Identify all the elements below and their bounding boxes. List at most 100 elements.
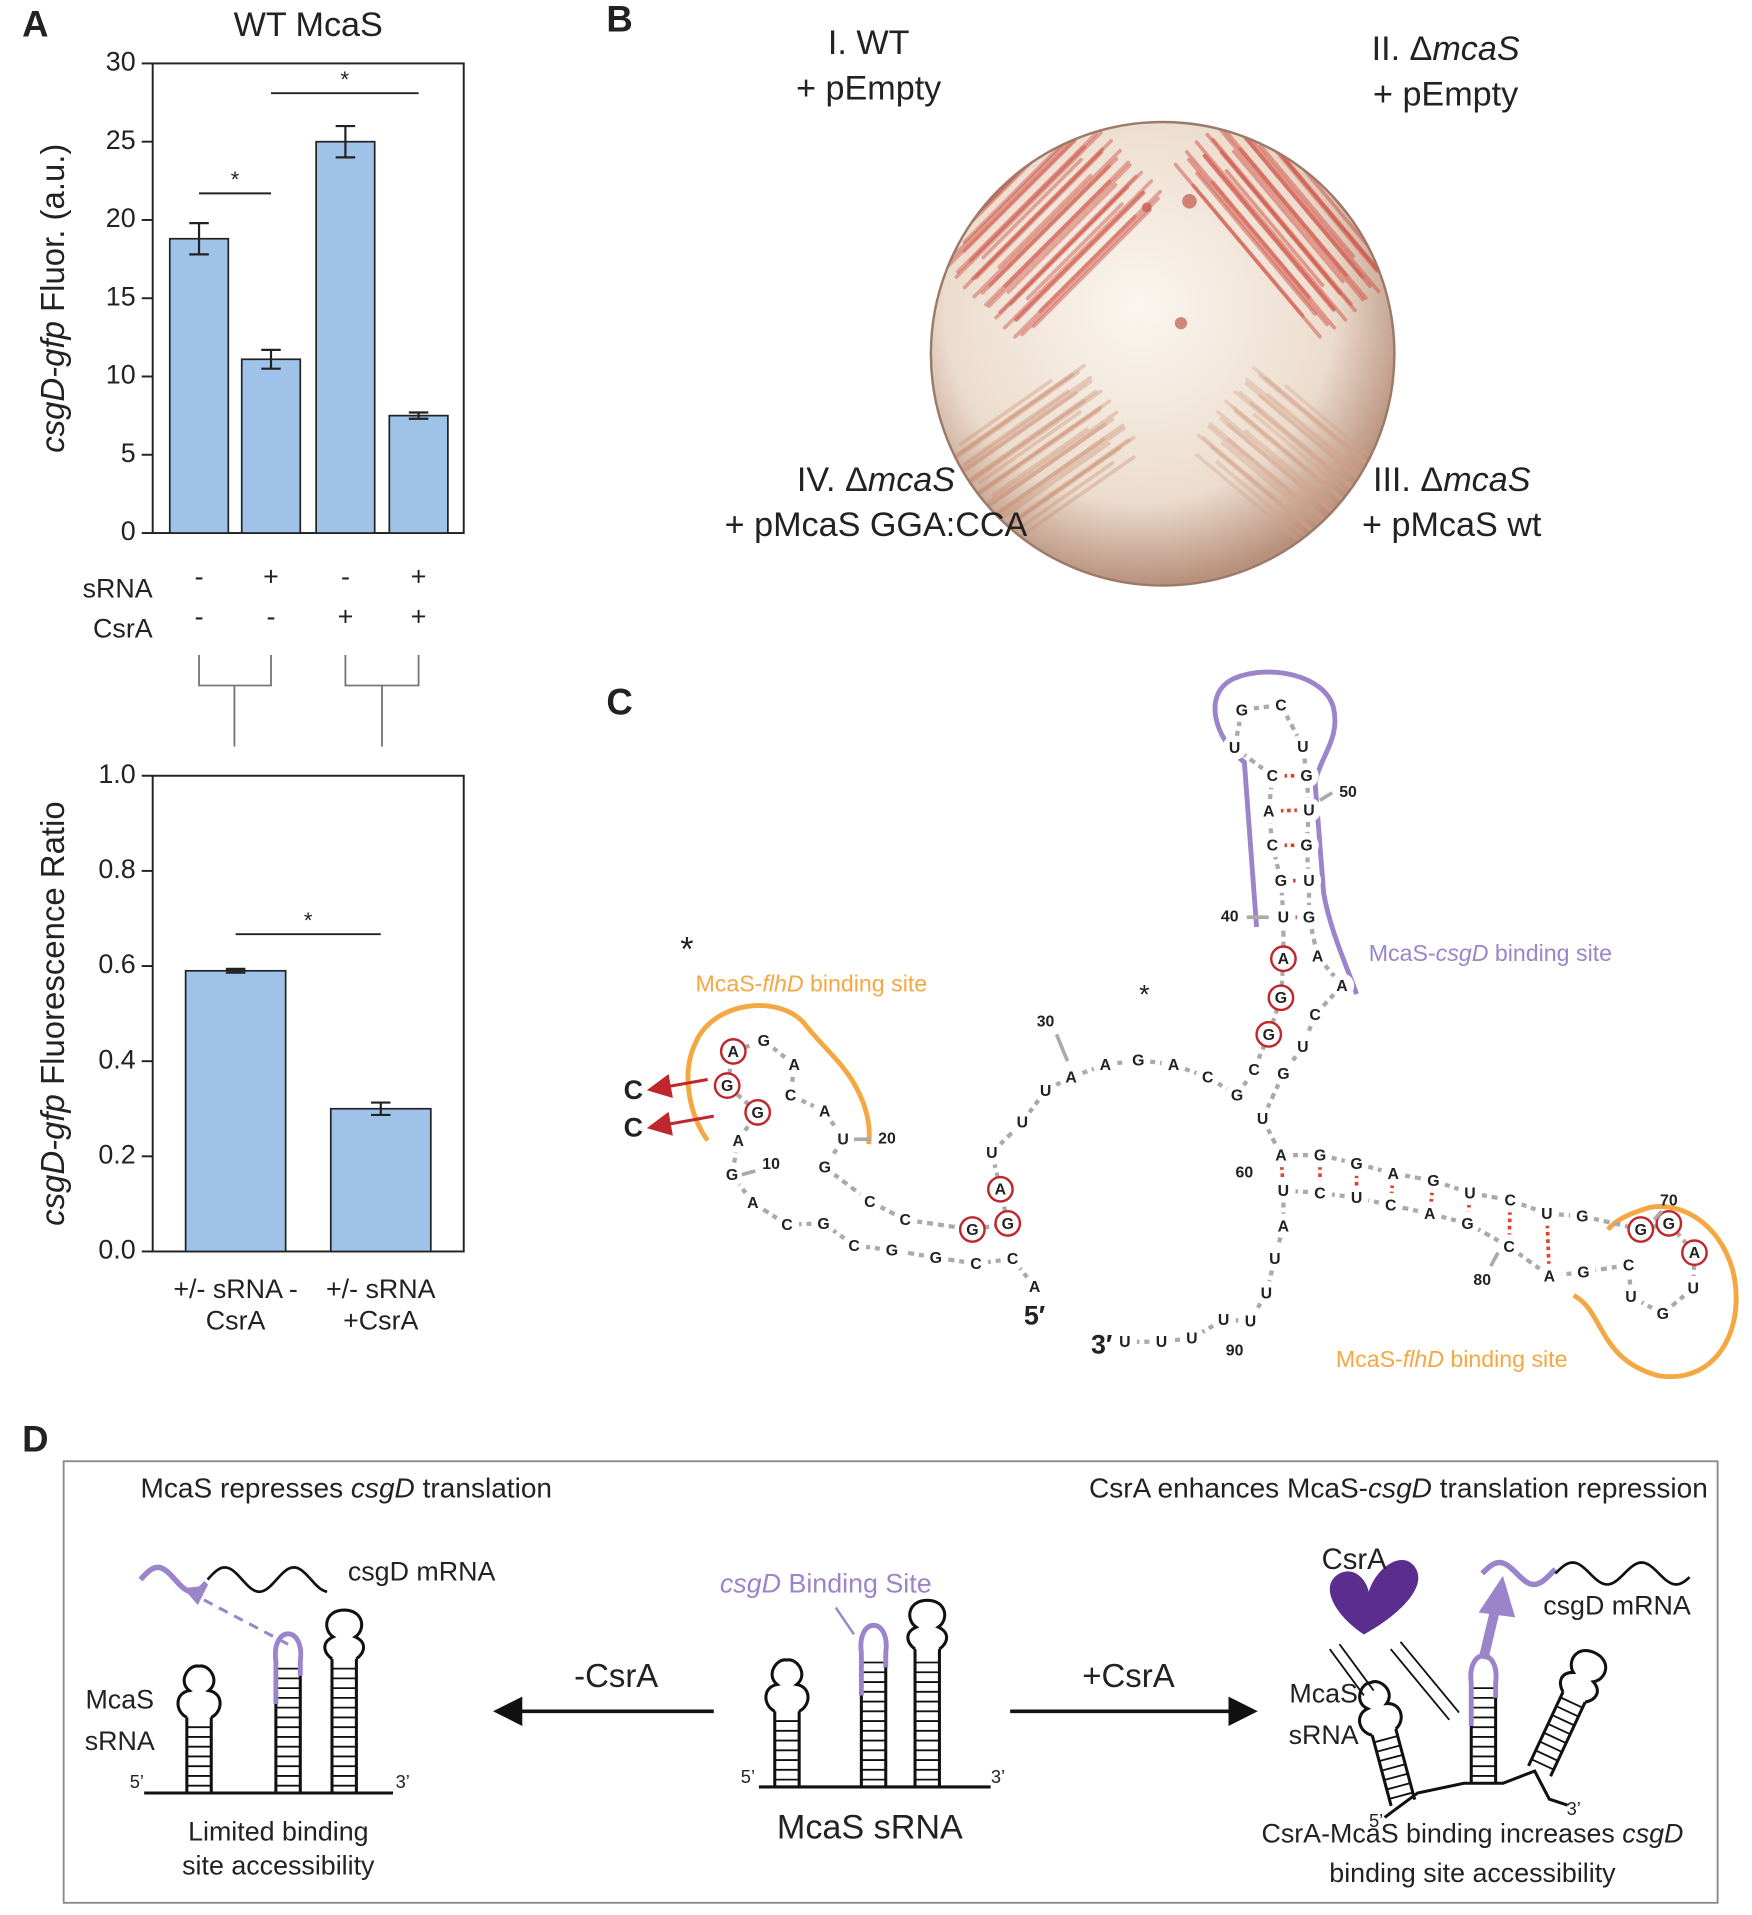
backbone: [1234, 720, 1242, 738]
mrna-wave: [1554, 1561, 1691, 1586]
site-outline: [1212, 669, 1359, 995]
text-part: CsrA enhances McaS-: [1089, 1473, 1368, 1504]
panel-label: B: [606, 0, 632, 40]
base-bg: [1618, 1284, 1644, 1309]
backbone: [1309, 927, 1318, 947]
streak: [1201, 436, 1336, 549]
backbone: [1305, 786, 1311, 800]
italic-part: mcaS: [1443, 461, 1530, 499]
position-label: 90: [1226, 1343, 1244, 1360]
base-bg: [879, 1238, 905, 1263]
binding-site-label: McaS-flhD binding site: [695, 971, 927, 997]
nucleotide: U: [1688, 1280, 1699, 1297]
backbone: [1241, 1077, 1250, 1088]
streak: [988, 164, 1111, 288]
italic-part: flhD: [1403, 1346, 1444, 1372]
caption: binding site accessibility: [1329, 1858, 1616, 1888]
nucleotide: C: [900, 1212, 912, 1229]
nucleotide: U: [1218, 1312, 1229, 1329]
italic-part: mcaS: [1432, 30, 1519, 68]
y-tick-label: 0.4: [98, 1044, 135, 1074]
loop: [1468, 1653, 1499, 1726]
italic-part: csgD: [720, 1569, 781, 1599]
nucleotide: G: [1132, 1052, 1144, 1069]
backbone: [1330, 1155, 1347, 1164]
backbone: [1669, 1293, 1687, 1309]
nucleotide: G: [819, 1160, 831, 1177]
mutated-base-ring: [1681, 1239, 1708, 1267]
base-bg: [812, 1098, 837, 1124]
csra-protein: [1329, 1559, 1419, 1635]
backbone: [1330, 1192, 1346, 1199]
error-bar: [225, 967, 246, 974]
streak: [1219, 417, 1352, 529]
streak: [969, 408, 1101, 502]
nucleotide: A: [1263, 804, 1275, 821]
rung: [1547, 1723, 1571, 1736]
backbone: [1627, 1275, 1633, 1286]
condition-mark: -: [341, 561, 350, 591]
nucleotide: U: [1245, 1313, 1256, 1330]
nucleotide: C: [1309, 1007, 1321, 1024]
backbone: [1183, 1066, 1199, 1076]
accessibility-arrow: [1478, 1606, 1501, 1660]
base-bg: [1344, 1151, 1369, 1176]
base-bg: [740, 1190, 766, 1215]
rung: [1539, 1740, 1563, 1753]
position-tick: [1489, 1251, 1500, 1267]
base-bg: [1254, 1280, 1279, 1306]
nucleotide: U: [1303, 873, 1314, 890]
base-bg: [1033, 1078, 1058, 1103]
text-part: IV. Δ: [797, 461, 868, 499]
srna-label: sRNA: [85, 1726, 155, 1756]
streak: [997, 441, 1111, 523]
streak: [983, 435, 1136, 544]
base-bg: [1307, 1142, 1333, 1168]
rung: [1378, 1753, 1403, 1763]
base-bg: [1570, 1203, 1595, 1229]
srna-label: sRNA: [1289, 1720, 1359, 1750]
rung: [1531, 1758, 1555, 1771]
position-label: 70: [1660, 1193, 1678, 1210]
rung: [1389, 1791, 1414, 1800]
base-bg: [1296, 905, 1322, 930]
five-prime: 5′: [1024, 1300, 1045, 1330]
colony: [1141, 202, 1152, 213]
base-bg: [857, 1189, 883, 1214]
backbone: [1284, 713, 1300, 738]
streak: [987, 163, 1132, 309]
streak: [953, 389, 1098, 492]
base-bg: [1149, 1329, 1174, 1354]
streak: [972, 148, 1122, 299]
base-bg: [1022, 1274, 1047, 1300]
panel-d-frame: [62, 1460, 1719, 1904]
asterisk: *: [1139, 980, 1150, 1010]
streak: [958, 379, 1053, 446]
streak: [1257, 373, 1388, 483]
y-tick-label: 0: [121, 516, 136, 546]
base-bg: [778, 1083, 803, 1108]
streak: [962, 139, 1068, 244]
nucleotide: G: [1350, 1156, 1362, 1173]
base-bg: [1229, 697, 1255, 723]
backbone: [1252, 704, 1271, 711]
strain-label: III. ΔmcaS: [1373, 461, 1531, 499]
backbone: [878, 1204, 897, 1217]
nucleotide: C: [1314, 1185, 1326, 1202]
streak: [1013, 189, 1163, 339]
streak: [955, 132, 1098, 274]
italic-part: csgD-gfp: [34, 1094, 71, 1226]
condition-label: CsrA: [93, 614, 153, 644]
condition-label: sRNA: [83, 573, 153, 603]
rung: [1386, 1782, 1411, 1791]
base-bg: [1211, 1307, 1236, 1332]
y-tick-label: 0.8: [98, 854, 135, 884]
nucleotide: G: [1577, 1265, 1589, 1282]
y-tick-label: 0.0: [98, 1235, 135, 1265]
base-bg: [1380, 1161, 1406, 1186]
nucleotide: U: [1269, 1251, 1280, 1268]
streak: [978, 410, 1082, 485]
mutated-base-ring: [713, 1072, 741, 1099]
binding-site-label: McaS-flhD binding site: [1336, 1346, 1568, 1372]
